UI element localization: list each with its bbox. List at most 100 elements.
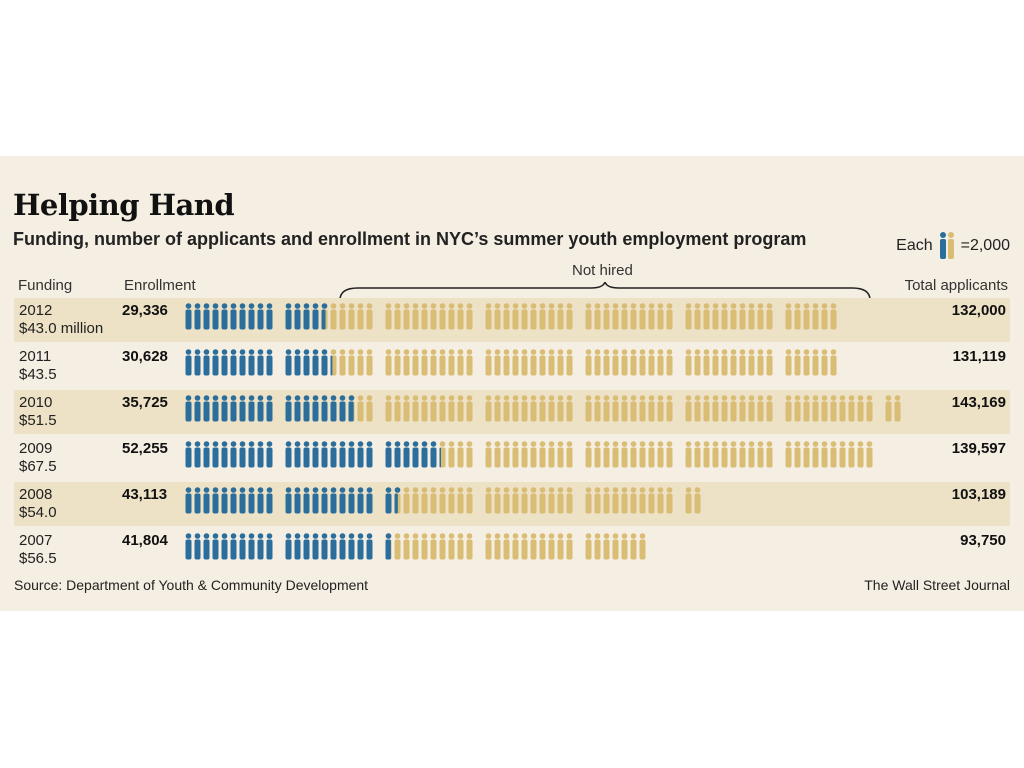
not-hired-person-mark xyxy=(339,303,346,330)
enrolled-person-mark xyxy=(357,533,364,560)
not-hired-person-mark xyxy=(357,395,364,422)
not-hired-person-mark xyxy=(512,395,519,422)
table-row: 2010 $51.5 35,725 143,169 xyxy=(14,390,1010,434)
not-hired-person-mark xyxy=(666,349,673,376)
not-hired-person-mark xyxy=(539,487,546,514)
not-hired-person-mark xyxy=(803,441,810,468)
enrolled-person-mark xyxy=(294,441,301,468)
not-hired-person-mark xyxy=(430,395,437,422)
chart-subtitle: Funding, number of applicants and enroll… xyxy=(13,229,807,249)
not-hired-person-mark xyxy=(421,303,428,330)
not-hired-person-mark xyxy=(648,395,655,422)
enrolled-person-mark xyxy=(248,533,255,560)
not-hired-person-mark xyxy=(548,441,555,468)
not-hired-person-mark xyxy=(503,303,510,330)
not-hired-person-mark xyxy=(730,349,737,376)
not-hired-person-mark xyxy=(766,395,773,422)
enrolled-person-mark xyxy=(221,487,228,514)
not-hired-person-mark xyxy=(494,303,501,330)
enrolled-person-mark xyxy=(194,349,201,376)
row-pictogram xyxy=(185,441,873,468)
not-hired-person-mark xyxy=(585,487,592,514)
enrolled-person-mark xyxy=(339,487,346,514)
enrolled-person-mark xyxy=(294,395,301,422)
not-hired-person-mark xyxy=(694,487,701,514)
not-hired-person-mark xyxy=(630,349,637,376)
row-funding: $43.5 xyxy=(19,366,57,383)
not-hired-person-mark xyxy=(348,303,355,330)
not-hired-person-mark xyxy=(812,303,819,330)
not-hired-person-mark xyxy=(630,441,637,468)
not-hired-person-mark xyxy=(348,349,355,376)
not-hired-person-mark xyxy=(666,487,673,514)
not-hired-person-mark xyxy=(885,395,892,422)
enrolled-person-mark xyxy=(257,533,264,560)
not-hired-person-mark xyxy=(394,349,401,376)
enrolled-person-mark xyxy=(348,441,355,468)
not-hired-person-mark xyxy=(457,303,464,330)
enrolled-person-mark xyxy=(212,441,219,468)
not-hired-person-mark xyxy=(666,395,673,422)
not-hired-person-mark xyxy=(830,349,837,376)
legend: Each =2,000 xyxy=(896,231,1010,261)
not-hired-person-mark xyxy=(548,349,555,376)
enrolled-person-mark xyxy=(339,395,346,422)
not-hired-person-mark xyxy=(457,349,464,376)
chart-title: Helping Hand xyxy=(13,188,235,222)
not-hired-person-mark xyxy=(621,303,628,330)
not-hired-person-mark xyxy=(357,303,364,330)
not-hired-person-mark xyxy=(594,533,601,560)
not-hired-person-mark xyxy=(394,533,401,560)
not-hired-person-mark xyxy=(557,441,564,468)
not-hired-person-mark xyxy=(830,395,837,422)
not-hired-person-mark xyxy=(712,303,719,330)
not-hired-person-mark xyxy=(594,487,601,514)
enrolled-person-mark xyxy=(285,303,292,330)
not-hired-person-mark xyxy=(785,349,792,376)
enrolled-person-mark xyxy=(185,441,192,468)
enrolled-person-mark xyxy=(185,533,192,560)
not-hired-person-mark xyxy=(339,349,346,376)
not-hired-person-mark xyxy=(630,487,637,514)
not-hired-person-mark xyxy=(785,441,792,468)
not-hired-person-mark xyxy=(485,533,492,560)
enrolled-person-mark xyxy=(266,487,273,514)
not-hired-person-mark xyxy=(466,395,473,422)
not-hired-person-mark xyxy=(548,487,555,514)
row-year: 2010 xyxy=(19,394,53,411)
not-hired-person-mark xyxy=(430,487,437,514)
not-hired-person-mark xyxy=(685,441,692,468)
not-hired-person-mark xyxy=(803,303,810,330)
enrolled-person-mark xyxy=(248,487,255,514)
row-funding: $43.0 million xyxy=(19,320,104,337)
not-hired-person-mark xyxy=(785,395,792,422)
enrolled-person-mark xyxy=(239,533,246,560)
not-hired-person-mark xyxy=(494,441,501,468)
enrolled-person-mark xyxy=(339,533,346,560)
enrolled-person-mark xyxy=(421,441,428,468)
not-hired-person-mark xyxy=(521,441,528,468)
row-enrollment-value: 29,336 xyxy=(122,302,168,319)
table-row: 2009 $67.5 52,255 139,597 xyxy=(14,436,1010,480)
not-hired-person-mark xyxy=(712,395,719,422)
enrolled-person-mark xyxy=(248,303,255,330)
enrolled-person-mark xyxy=(266,303,273,330)
enrolled-person-mark xyxy=(203,395,210,422)
not-hired-person-mark xyxy=(612,395,619,422)
enrolled-person-mark xyxy=(248,395,255,422)
not-hired-person-mark xyxy=(666,303,673,330)
enrolled-person-mark xyxy=(203,303,210,330)
not-hired-person-mark xyxy=(585,533,592,560)
legend-suffix: =2,000 xyxy=(960,237,1010,254)
enrolled-person-mark xyxy=(257,395,264,422)
not-hired-person-mark xyxy=(512,349,519,376)
not-hired-person-mark xyxy=(485,395,492,422)
enrolled-person-mark xyxy=(366,487,373,514)
enrolled-person-mark xyxy=(221,395,228,422)
not-hired-person-mark xyxy=(685,303,692,330)
not-hired-person-mark xyxy=(603,303,610,330)
not-hired-person-mark xyxy=(530,441,537,468)
not-hired-person-mark xyxy=(366,303,373,330)
not-hired-person-mark xyxy=(739,349,746,376)
enrolled-person-mark xyxy=(239,487,246,514)
